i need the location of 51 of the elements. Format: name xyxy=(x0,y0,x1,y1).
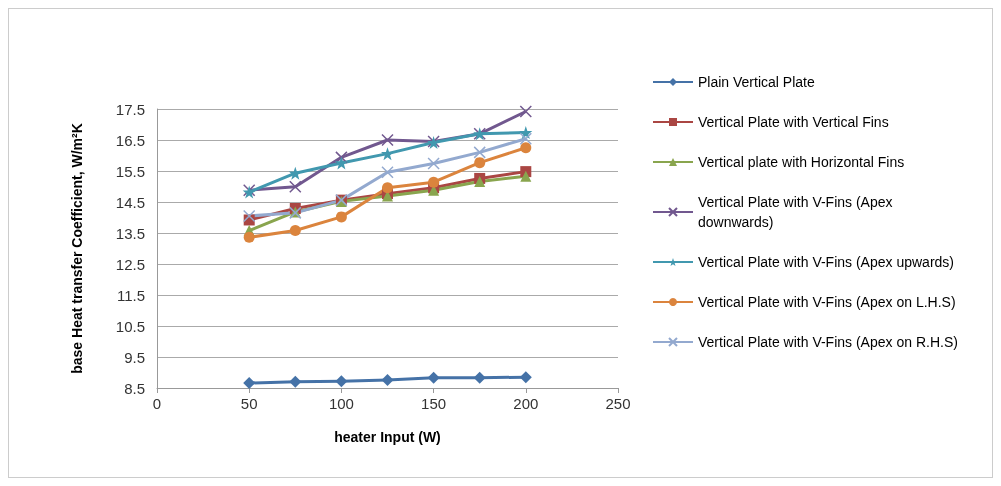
y-tick-label: 8.5 xyxy=(124,379,145,397)
point xyxy=(335,211,347,223)
point xyxy=(288,166,302,180)
x-tick-label: 100 xyxy=(328,395,354,412)
point xyxy=(474,176,486,188)
y-tick-label: 13.5 xyxy=(115,224,145,242)
point xyxy=(520,170,532,182)
point xyxy=(335,375,348,388)
point xyxy=(335,151,348,164)
y-tick-label: 17.5 xyxy=(115,100,145,118)
legend-label: Vertical Plate with V-Fins (Apex on R.H.S) xyxy=(698,334,958,350)
point xyxy=(381,165,394,179)
legend-label: Vertical Plate with Vertical Fins xyxy=(698,114,889,130)
y-axis-title: base Heat transfer Coefficient, W/m²K xyxy=(69,123,85,374)
x-tick-label: 0 xyxy=(152,395,162,412)
point xyxy=(473,371,486,384)
y-tick-label: 14.5 xyxy=(115,193,145,211)
point xyxy=(289,225,301,237)
x-tick-label: 200 xyxy=(513,395,539,412)
point xyxy=(473,146,486,159)
point xyxy=(427,371,440,384)
point xyxy=(381,147,394,161)
y-tick-label: 10.5 xyxy=(115,317,145,335)
point xyxy=(381,133,394,147)
y-tick-label: 11.5 xyxy=(116,286,145,304)
point xyxy=(381,373,394,386)
y-tick-label: 9.5 xyxy=(124,348,145,366)
legend-label: Vertical plate with Horizontal Fins xyxy=(698,154,905,170)
point xyxy=(289,375,302,388)
point xyxy=(520,142,532,154)
point xyxy=(243,231,255,243)
legend-label: Vertical Plate with V-Fins (Apex downwards) xyxy=(698,194,897,230)
point xyxy=(289,180,302,194)
x-axis-title: heater Input (W) xyxy=(334,429,441,445)
point xyxy=(242,209,256,223)
point xyxy=(474,157,486,169)
legend-label: Vertical Plate with V-Fins (Apex upwards) xyxy=(698,254,954,270)
x-tick-label: 50 xyxy=(240,395,258,412)
point xyxy=(334,156,348,170)
y-tick-label: 12.5 xyxy=(115,255,145,273)
x-tick-label: 150 xyxy=(421,395,447,412)
point xyxy=(428,176,440,188)
point xyxy=(519,132,533,146)
legend-label: Vertical Plate with V-Fins (Apex on L.H.S) xyxy=(698,294,956,310)
y-tick-label: 15.5 xyxy=(115,162,145,180)
point xyxy=(382,182,393,194)
point xyxy=(519,105,533,118)
point xyxy=(427,157,440,170)
y-tick-label: 16.5 xyxy=(115,131,145,149)
x-tick-label: 250 xyxy=(605,395,631,412)
legend-label: Plain Vertical Plate xyxy=(698,74,815,90)
